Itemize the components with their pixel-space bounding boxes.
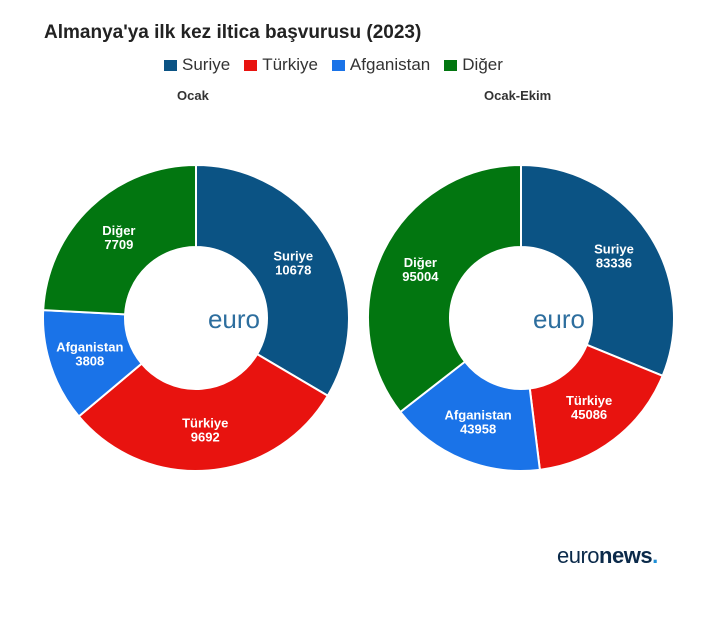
center-watermark-1: euro	[533, 304, 585, 334]
legend: Suriye Türkiye Afganistan Diğer	[164, 55, 503, 75]
euronews-logo: euronews.	[557, 543, 658, 569]
legend-swatch-afganistan	[331, 59, 345, 71]
slice-label-0-afganistan: Afganistan	[56, 340, 123, 355]
center-watermark-0: euro	[208, 304, 260, 334]
slice-1-afganistan[interactable]	[398, 360, 542, 472]
slice-label-0-turkiye: Türkiye	[182, 416, 228, 431]
slice-value-0-diger: 7709	[104, 237, 133, 252]
legend-swatch-turkiye	[244, 59, 258, 71]
slice-value-1-suriye: 83336	[596, 256, 632, 271]
brand-part1: euro	[557, 543, 600, 568]
slice-label-1-afganistan: Afganistan	[445, 407, 512, 422]
legend-label-afganistan: Afganistan	[349, 55, 431, 74]
brand-dot: .	[652, 543, 658, 568]
brand-part2: news	[599, 543, 653, 568]
chart-title: Almanya'ya ilk kez iltica başvurusu (202…	[44, 22, 422, 43]
slice-value-1-diger: 95004	[402, 269, 439, 284]
slice-0-diger[interactable]	[42, 163, 197, 316]
subtitle-left: Ocak	[177, 88, 209, 103]
legend-item-turkiye[interactable]: Türkiye	[244, 55, 318, 75]
slice-1-suriye[interactable]	[520, 163, 675, 378]
slice-value-1-turkiye: 45086	[571, 407, 607, 422]
slice-value-0-suriye: 10678	[275, 262, 311, 277]
legend-item-suriye[interactable]: Suriye	[164, 55, 230, 75]
slice-label-1-suriye: Suriye	[594, 242, 634, 257]
slice-value-1-afganistan: 43958	[460, 421, 496, 436]
slice-value-0-turkiye: 9692	[191, 430, 220, 445]
slice-label-0-diger: Diğer	[102, 223, 135, 238]
legend-swatch-suriye	[164, 59, 177, 71]
slice-1-turkiye[interactable]	[528, 343, 664, 471]
slice-label-0-suriye: Suriye	[273, 248, 313, 263]
subtitle-right: Ocak-Ekim	[484, 88, 552, 103]
slice-1-diger[interactable]	[367, 163, 522, 414]
slice-0-turkiye[interactable]	[77, 352, 330, 472]
slice-label-1-turkiye: Türkiye	[566, 393, 612, 408]
slice-value-0-afganistan: 3808	[75, 354, 104, 369]
legend-swatch-diger	[444, 59, 458, 71]
legend-item-afganistan[interactable]: Afganistan	[331, 55, 431, 75]
slice-label-1-diger: Diğer	[404, 255, 437, 270]
legend-label-diger: Diğer	[462, 55, 503, 74]
slice-0-suriye[interactable]	[195, 163, 350, 398]
legend-label-turkiye: Türkiye	[262, 55, 318, 74]
legend-label-suriye: Suriye	[182, 55, 231, 74]
legend-item-diger[interactable]: Diğer	[444, 55, 503, 75]
